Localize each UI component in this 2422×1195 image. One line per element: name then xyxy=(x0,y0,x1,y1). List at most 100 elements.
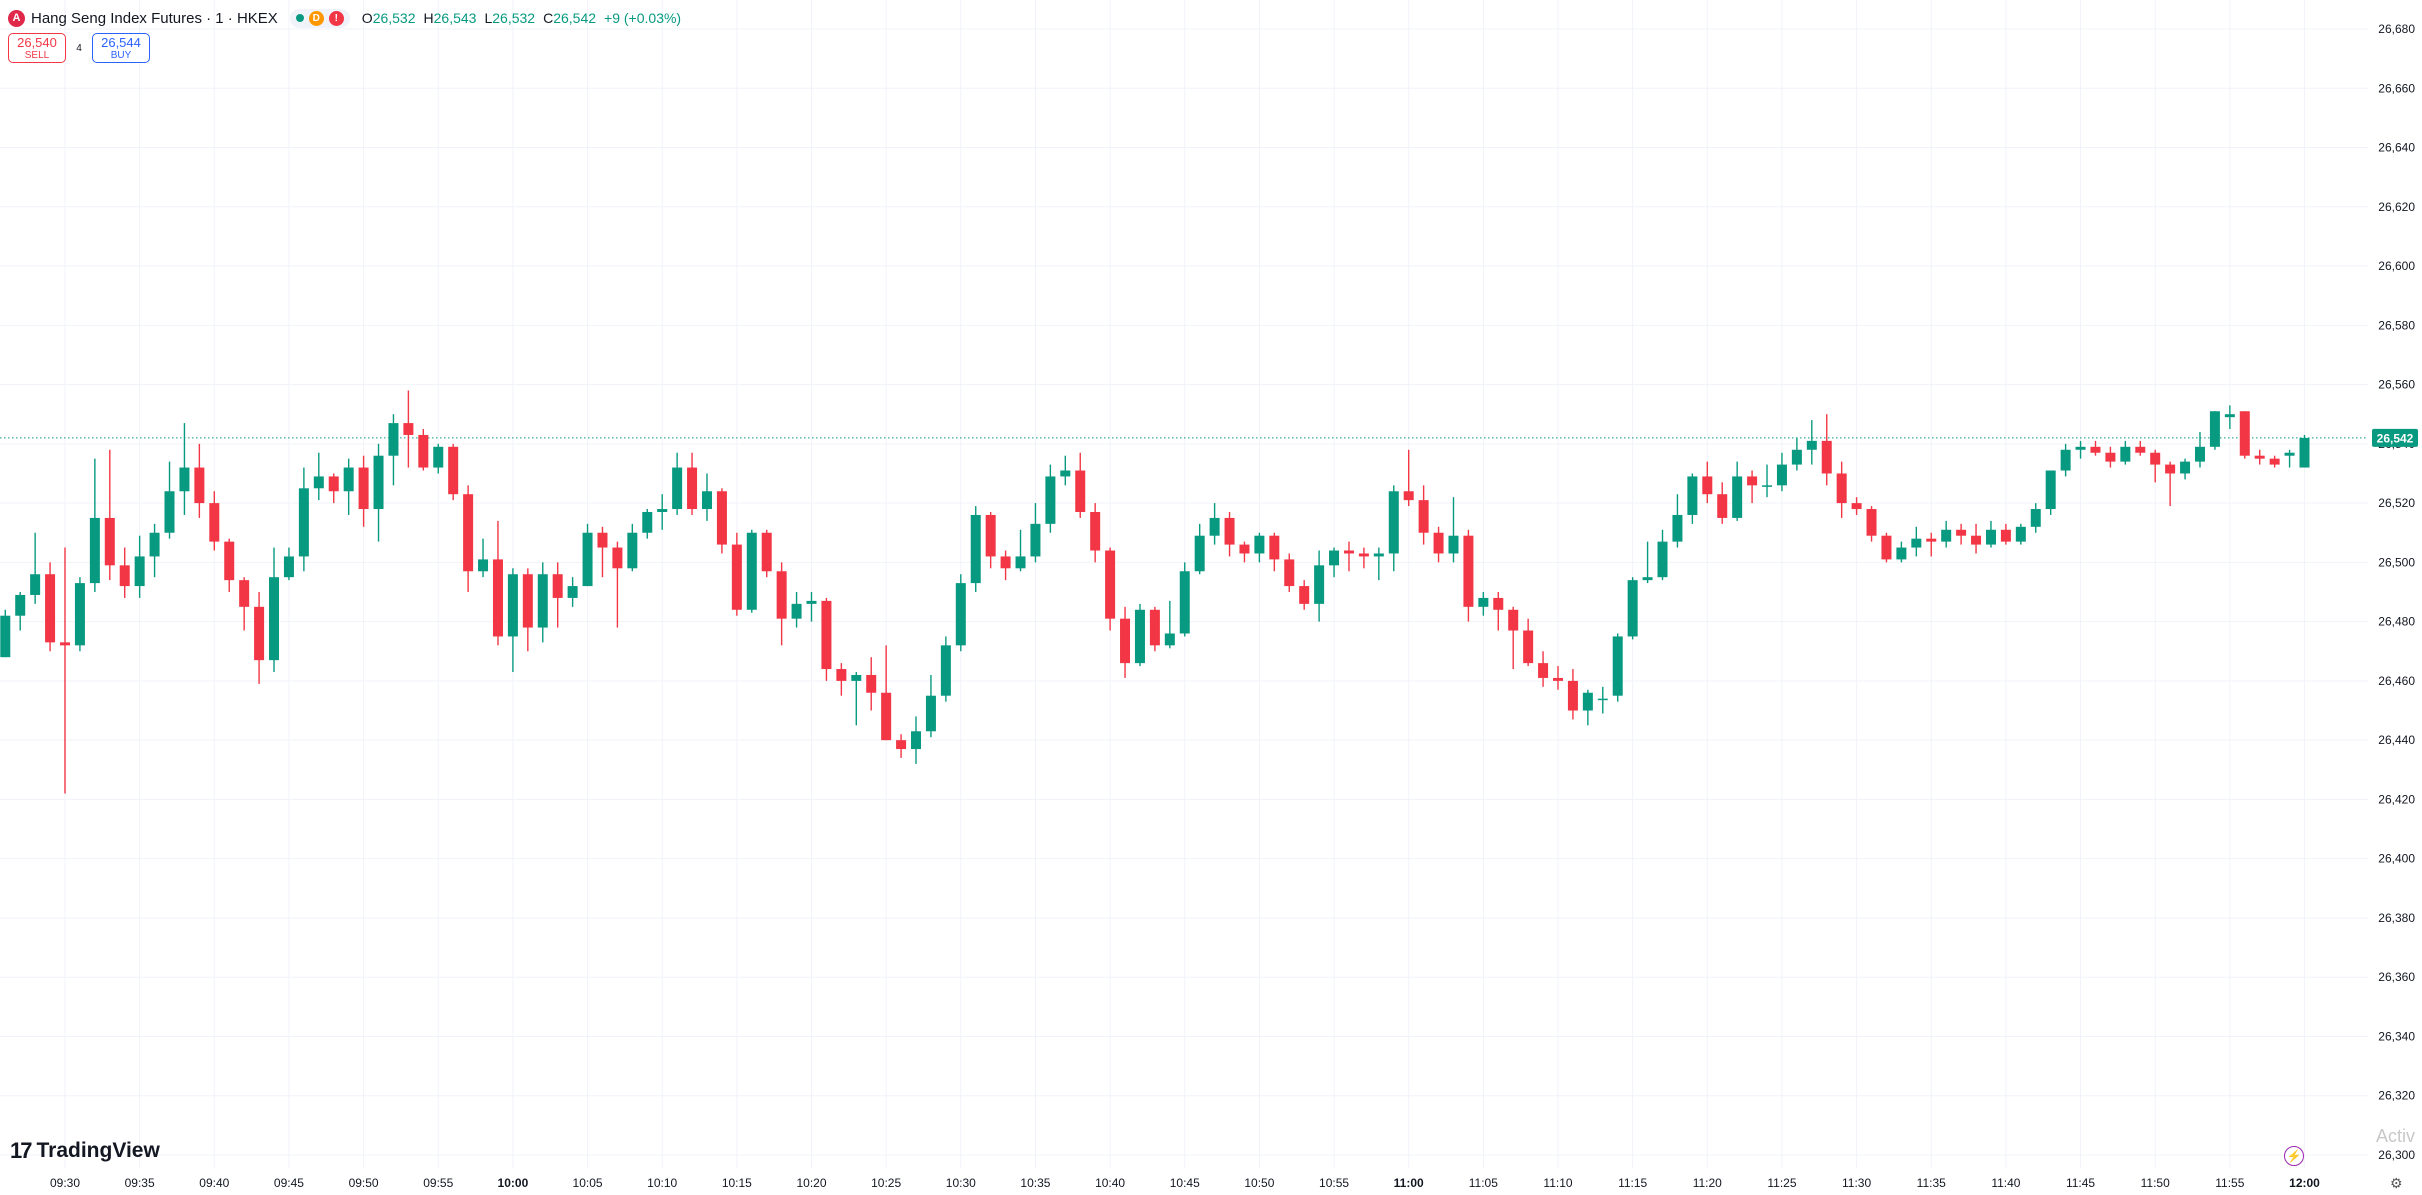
candle xyxy=(179,423,190,515)
candle xyxy=(1134,603,1145,667)
candle-body xyxy=(269,577,280,661)
candle-body xyxy=(1015,556,1026,569)
sell-button[interactable]: 26,540 SELL xyxy=(8,33,66,63)
candle xyxy=(1060,455,1071,486)
candle-body xyxy=(1120,618,1131,664)
lightning-icon[interactable]: ⚡ xyxy=(2284,1146,2304,1166)
market-open-dot-icon xyxy=(295,14,304,22)
warning-icon[interactable]: ! xyxy=(328,10,344,26)
candle-body xyxy=(1433,532,1444,554)
candle xyxy=(746,529,757,613)
candle-body xyxy=(746,532,757,610)
candle xyxy=(2135,440,2146,456)
candle-body xyxy=(1597,698,1608,701)
price-tick-label: 26,640 xyxy=(2378,141,2415,155)
candle-body xyxy=(283,556,294,578)
candle xyxy=(1821,414,1832,486)
gear-icon[interactable]: ⚙ xyxy=(2390,1175,2403,1191)
candle xyxy=(806,592,817,622)
candle xyxy=(1508,606,1519,670)
candle xyxy=(1627,577,1638,640)
market-status-pill[interactable]: D ! xyxy=(289,8,350,28)
candle-body xyxy=(179,467,190,492)
data-delay-icon[interactable]: D xyxy=(308,10,324,26)
candle xyxy=(1791,437,1802,471)
candle-body xyxy=(1075,470,1086,512)
candle-body xyxy=(1045,476,1056,524)
candle xyxy=(1672,494,1683,548)
candle xyxy=(1373,547,1384,581)
candle xyxy=(239,577,250,631)
candle xyxy=(776,562,787,646)
symbol-title[interactable]: Hang Seng Index Futures · 1 · HKEX xyxy=(31,9,278,27)
candle-body xyxy=(1821,440,1832,474)
candle-body xyxy=(940,645,951,696)
candle xyxy=(2299,434,2310,468)
candle xyxy=(0,609,11,658)
price-tick-label: 26,380 xyxy=(2378,911,2415,925)
candle-body xyxy=(1567,680,1578,711)
time-tick-label: 11:20 xyxy=(1693,1176,1722,1190)
candle-body xyxy=(597,532,608,548)
candle xyxy=(1194,523,1205,575)
candle xyxy=(2045,470,2056,515)
candle-body xyxy=(2135,446,2146,453)
tradingview-logo[interactable]: 17 TradingView xyxy=(10,1138,160,1164)
candle-body xyxy=(582,532,593,587)
candle xyxy=(1418,485,1429,545)
candle-body xyxy=(1403,491,1414,501)
time-axis[interactable]: 09:30 09:35 09:40 09:45 09:50 09:55 10:00 10:05… xyxy=(50,1176,2320,1190)
time-tick-label: 09:50 xyxy=(349,1176,379,1190)
candle-body xyxy=(1418,500,1429,533)
candle-body xyxy=(239,580,250,607)
candle-body xyxy=(896,740,907,750)
candle-body xyxy=(657,509,668,512)
candle xyxy=(1776,452,1787,492)
candle-body xyxy=(30,574,41,595)
candle-body xyxy=(1329,550,1340,566)
candle-body xyxy=(1134,609,1145,664)
time-tick-label: 10:25 xyxy=(871,1176,901,1190)
candle-body xyxy=(463,494,474,572)
time-tick-label: 11:40 xyxy=(1991,1176,2020,1190)
candle xyxy=(955,574,966,652)
candle-body xyxy=(194,467,205,504)
candle xyxy=(1702,461,1713,504)
candle xyxy=(1149,606,1160,652)
candle-body xyxy=(2120,446,2131,462)
candle-body xyxy=(1851,503,1862,510)
time-tick-label: 12:00 xyxy=(2289,1176,2320,1190)
price-tick-label: 26,400 xyxy=(2378,852,2415,866)
candle xyxy=(74,577,85,652)
candle xyxy=(2060,443,2071,477)
time-tick-label: 11:05 xyxy=(1469,1176,1498,1190)
candle xyxy=(1851,497,1862,515)
candle-body xyxy=(1149,609,1160,646)
candle xyxy=(537,562,548,643)
candle xyxy=(1358,547,1369,569)
candle xyxy=(1911,526,1922,557)
candle xyxy=(433,443,444,474)
buy-button[interactable]: 26,544 BUY xyxy=(92,33,150,63)
time-tick-label: 10:10 xyxy=(647,1176,677,1190)
last-price-badge xyxy=(2372,428,2418,447)
candle xyxy=(672,452,683,515)
price-tick-label: 26,440 xyxy=(2378,733,2415,747)
candle-body xyxy=(1343,550,1354,554)
candle-body xyxy=(15,594,26,616)
candle xyxy=(328,473,339,504)
price-axis[interactable]: 26,300 26,320 26,340 26,360 26,380 26,400 26,4… xyxy=(2372,22,2418,1162)
candle xyxy=(2254,449,2265,465)
candle-body xyxy=(1448,535,1459,554)
candle-body xyxy=(1881,535,1892,560)
ohlc-values: O26,532 H26,543 L26,532 C26,542 +9 (+0.0… xyxy=(362,10,681,26)
candle xyxy=(911,716,922,764)
price-tick-label: 26,500 xyxy=(2378,555,2415,569)
candle xyxy=(298,467,309,572)
symbol-logo-icon[interactable]: A xyxy=(8,9,25,27)
candle xyxy=(149,523,160,578)
candle-body xyxy=(2284,452,2295,456)
candle-body xyxy=(716,491,727,545)
candle xyxy=(448,443,459,501)
